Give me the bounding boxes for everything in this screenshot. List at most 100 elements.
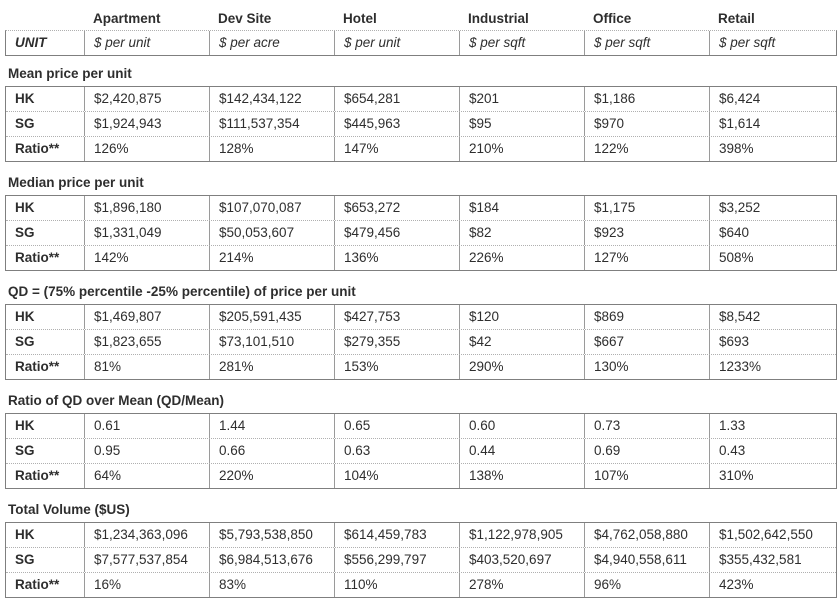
table-cell: 290% (460, 355, 585, 379)
table-cell: $653,272 (335, 196, 460, 220)
table-cell: $667 (585, 330, 710, 354)
table-cell: 508% (719, 250, 754, 265)
table-cell: $2,420,875 (85, 87, 210, 111)
unit-cell-dev-site: $ per acre (210, 31, 335, 55)
unit-row-label: UNIT (6, 31, 85, 55)
row-label: HK (6, 523, 85, 547)
table-cell: 1.33 (719, 418, 746, 433)
table-cell: $5,793,538,850 (210, 523, 335, 547)
table-cell: $923 (585, 221, 710, 245)
table-cell: 0.61 (85, 414, 210, 438)
table-cell: $95 (460, 112, 585, 136)
table-cell: $1,823,655 (85, 330, 210, 354)
table-cell: $355,432,581 (719, 552, 802, 567)
table-cell: 226% (460, 246, 585, 270)
table-cell: 0.65 (335, 414, 460, 438)
row-label: Ratio** (6, 464, 85, 488)
table-cell: 127% (585, 246, 710, 270)
section-table-volume: HK $1,234,363,096 $5,793,538,850 $614,459,7… (5, 522, 837, 598)
table-cell: $970 (585, 112, 710, 136)
table-cell: $8,542 (719, 309, 761, 324)
table-cell: 0.60 (460, 414, 585, 438)
table-cell: 136% (335, 246, 460, 270)
table-cell: 110% (335, 573, 460, 597)
table-row-sg: SG $1,823,655 $73,101,510 $279,355 $42 $667 $6… (6, 330, 836, 355)
table-cell: 214% (210, 246, 335, 270)
table-cell: 142% (85, 246, 210, 270)
table-cell: $556,299,797 (335, 548, 460, 572)
column-header-industrial: Industrial (468, 11, 529, 26)
table-cell: 96% (585, 573, 710, 597)
table-row-ratio: Ratio** 126% 128% 147% 210% 122% 398% (6, 137, 836, 161)
table-cell: $4,762,058,880 (585, 523, 710, 547)
table-row-ratio: Ratio** 142% 214% 136% 226% 127% 508% (6, 246, 836, 270)
row-label: HK (6, 305, 85, 329)
table-cell: $403,520,697 (460, 548, 585, 572)
table-cell: 0.73 (585, 414, 710, 438)
unit-cell-hotel: $ per unit (335, 31, 460, 55)
table-cell: 147% (335, 137, 460, 161)
table-row-sg: SG 0.95 0.66 0.63 0.44 0.69 0.43 (6, 439, 836, 464)
table-row-ratio: Ratio** 16% 83% 110% 278% 96% 423% (6, 573, 836, 597)
table-cell: 107% (585, 464, 710, 488)
table-cell: 130% (585, 355, 710, 379)
table-cell: 423% (719, 577, 754, 592)
column-header-row: Apartment Dev Site Hotel Industrial Offi… (5, 7, 837, 30)
table-cell: 1.44 (210, 414, 335, 438)
table-row-sg: SG $1,331,049 $50,053,607 $479,456 $82 $923 $6… (6, 221, 836, 246)
table-row-sg: SG $1,924,943 $111,537,354 $445,963 $95 $970 $… (6, 112, 836, 137)
table-cell: 310% (719, 468, 754, 483)
table-cell: $654,281 (335, 87, 460, 111)
table-cell: 278% (460, 573, 585, 597)
table-cell: 0.43 (719, 443, 746, 458)
table-cell: 83% (210, 573, 335, 597)
table-cell: $693 (719, 334, 750, 349)
row-label: HK (6, 87, 85, 111)
column-header-hotel: Hotel (343, 11, 377, 26)
column-header-apartment: Apartment (93, 11, 161, 26)
row-label: HK (6, 196, 85, 220)
column-header-blank (5, 7, 84, 30)
table-row-hk: HK $1,234,363,096 $5,793,538,850 $614,459,7… (6, 523, 836, 548)
row-label: SG (6, 548, 85, 572)
table-cell: 104% (335, 464, 460, 488)
section-table-qd: HK $1,469,807 $205,591,435 $427,753 $120 $869… (5, 304, 837, 380)
table-cell: $142,434,122 (210, 87, 335, 111)
column-header-dev-site: Dev Site (218, 11, 272, 26)
table-cell: 16% (85, 573, 210, 597)
table-cell: $111,537,354 (210, 112, 335, 136)
table-cell: $6,424 (719, 91, 761, 106)
table-cell: $82 (460, 221, 585, 245)
table-cell: $1,186 (585, 87, 710, 111)
table-cell: $640 (719, 225, 750, 240)
table-row-ratio: Ratio** 64% 220% 104% 138% 107% 310% (6, 464, 836, 488)
column-header-office: Office (593, 11, 632, 26)
table-row-ratio: Ratio** 81% 281% 153% 290% 130% 1233% (6, 355, 836, 379)
unit-table: UNIT $ per unit $ per acre $ per unit $ … (5, 30, 837, 56)
section-table-mean: HK $2,420,875 $142,434,122 $654,281 $201 $1,1… (5, 86, 837, 162)
table-cell: 281% (210, 355, 335, 379)
table-cell: 138% (460, 464, 585, 488)
table-cell: 1233% (719, 359, 762, 374)
table-cell: $201 (460, 87, 585, 111)
table-cell: 64% (85, 464, 210, 488)
row-label: SG (6, 221, 85, 245)
table-row-sg: SG $7,577,537,854 $6,984,513,676 $556,299,7… (6, 548, 836, 573)
table-cell: $50,053,607 (210, 221, 335, 245)
row-label: SG (6, 330, 85, 354)
table-cell: $1,122,978,905 (460, 523, 585, 547)
table-cell: $869 (585, 305, 710, 329)
table-cell: 0.95 (85, 439, 210, 463)
table-cell: $445,963 (335, 112, 460, 136)
table-cell: $1,924,943 (85, 112, 210, 136)
table-row-hk: HK $2,420,875 $142,434,122 $654,281 $201 $1,1… (6, 87, 836, 112)
unit-cell-apartment: $ per unit (85, 31, 210, 55)
section-table-median: HK $1,896,180 $107,070,087 $653,272 $184 $1,1… (5, 195, 837, 271)
row-label: Ratio** (6, 246, 85, 270)
row-label: SG (6, 439, 85, 463)
row-label: Ratio** (6, 573, 85, 597)
table-cell: 122% (585, 137, 710, 161)
table-cell: $1,175 (585, 196, 710, 220)
table-row-hk: HK $1,469,807 $205,591,435 $427,753 $120 $869… (6, 305, 836, 330)
table-cell: 126% (85, 137, 210, 161)
